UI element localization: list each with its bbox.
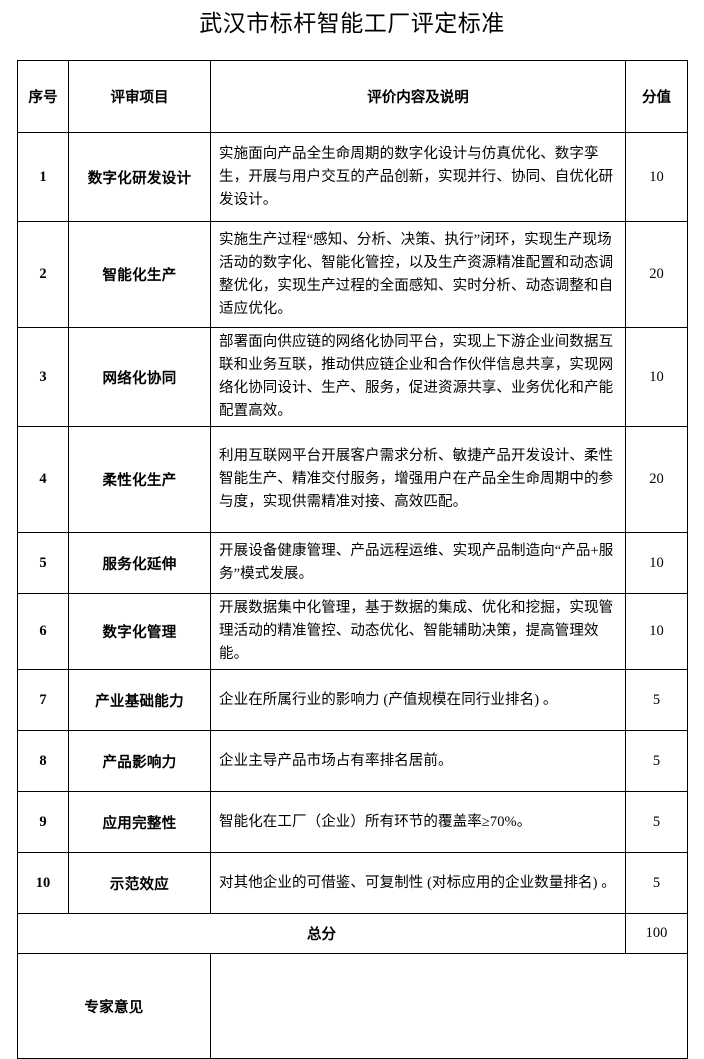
row-score: 5 bbox=[625, 791, 688, 853]
row-score: 20 bbox=[625, 426, 688, 533]
row-score: 10 bbox=[625, 132, 688, 222]
row-score: 5 bbox=[625, 730, 688, 792]
row-item: 产品影响力 bbox=[68, 730, 211, 792]
row-desc: 企业主导产品市场占有率排名居前。 bbox=[210, 730, 626, 792]
criteria-table-container: 序号 评审项目 评价内容及说明 分值 1 数字化研发设计 实施面向产品全生命周期… bbox=[17, 60, 688, 1059]
table-row: 1 数字化研发设计 实施面向产品全生命周期的数字化设计与仿真优化、数字孪生，开展… bbox=[17, 132, 688, 222]
table-row: 3 网络化协同 部署面向供应链的网络化协同平台，实现上下游企业间数据互联和业务互… bbox=[17, 327, 688, 427]
row-score: 10 bbox=[625, 327, 688, 427]
table-row: 6 数字化管理 开展数据集中化管理，基于数据的集成、优化和挖掘，实现管理活动的精… bbox=[17, 593, 688, 670]
row-item: 柔性化生产 bbox=[68, 426, 211, 533]
row-score: 20 bbox=[625, 221, 688, 328]
row-seq: 7 bbox=[17, 669, 69, 731]
column-header-item: 评审项目 bbox=[68, 60, 211, 133]
table-row: 2 智能化生产 实施生产过程“感知、分析、决策、执行”闭环，实现生产现场活动的数… bbox=[17, 221, 688, 328]
row-seq: 10 bbox=[17, 852, 69, 914]
row-desc: 智能化在工厂（企业）所有环节的覆盖率≥70%。 bbox=[210, 791, 626, 853]
row-desc: 对其他企业的可借鉴、可复制性 (对标应用的企业数量排名) 。 bbox=[210, 852, 626, 914]
row-desc: 企业在所属行业的影响力 (产值规模在同行业排名) 。 bbox=[210, 669, 626, 731]
row-score: 5 bbox=[625, 852, 688, 914]
table-row: 10 示范效应 对其他企业的可借鉴、可复制性 (对标应用的企业数量排名) 。 5 bbox=[17, 852, 688, 914]
table-row: 9 应用完整性 智能化在工厂（企业）所有环节的覆盖率≥70%。 5 bbox=[17, 791, 688, 853]
row-desc: 利用互联网平台开展客户需求分析、敏捷产品开发设计、柔性智能生产、精准交付服务，增… bbox=[210, 426, 626, 533]
total-score: 100 bbox=[625, 913, 688, 954]
page-title: 武汉市标杆智能工厂评定标准 bbox=[199, 11, 505, 36]
row-item: 数字化研发设计 bbox=[68, 132, 211, 222]
row-seq: 4 bbox=[17, 426, 69, 533]
total-label: 总分 bbox=[17, 913, 626, 954]
row-seq: 6 bbox=[17, 593, 69, 670]
criteria-table: 序号 评审项目 评价内容及说明 分值 1 数字化研发设计 实施面向产品全生命周期… bbox=[17, 60, 688, 1059]
row-item: 产业基础能力 bbox=[68, 669, 211, 731]
row-seq: 8 bbox=[17, 730, 69, 792]
row-desc: 开展数据集中化管理，基于数据的集成、优化和挖掘，实现管理活动的精准管控、动态优化… bbox=[210, 593, 626, 670]
row-item: 智能化生产 bbox=[68, 221, 211, 328]
table-row: 4 柔性化生产 利用互联网平台开展客户需求分析、敏捷产品开发设计、柔性智能生产、… bbox=[17, 426, 688, 533]
total-row: 总分 100 bbox=[17, 913, 688, 954]
table-header-row: 序号 评审项目 评价内容及说明 分值 bbox=[17, 60, 688, 133]
row-item: 示范效应 bbox=[68, 852, 211, 914]
row-seq: 2 bbox=[17, 221, 69, 328]
row-desc: 开展设备健康管理、产品远程运维、实现产品制造向“产品+服务”模式发展。 bbox=[210, 532, 626, 594]
row-item: 应用完整性 bbox=[68, 791, 211, 853]
row-item: 数字化管理 bbox=[68, 593, 211, 670]
row-desc: 部署面向供应链的网络化协同平台，实现上下游企业间数据互联和业务互联，推动供应链企… bbox=[210, 327, 626, 427]
table-row: 7 产业基础能力 企业在所属行业的影响力 (产值规模在同行业排名) 。 5 bbox=[17, 669, 688, 731]
row-seq: 1 bbox=[17, 132, 69, 222]
expert-opinion-field[interactable] bbox=[210, 953, 688, 1059]
row-desc: 实施生产过程“感知、分析、决策、执行”闭环，实现生产现场活动的数字化、智能化管控… bbox=[210, 221, 626, 328]
table-row: 5 服务化延伸 开展设备健康管理、产品远程运维、实现产品制造向“产品+服务”模式… bbox=[17, 532, 688, 594]
column-header-desc: 评价内容及说明 bbox=[210, 60, 626, 133]
row-score: 5 bbox=[625, 669, 688, 731]
row-seq: 9 bbox=[17, 791, 69, 853]
row-seq: 5 bbox=[17, 532, 69, 594]
row-seq: 3 bbox=[17, 327, 69, 427]
expert-opinion-row: 专家意见 bbox=[17, 953, 688, 1059]
expert-opinion-label: 专家意见 bbox=[17, 953, 211, 1059]
row-item: 网络化协同 bbox=[68, 327, 211, 427]
document-page: 武汉市标杆智能工厂评定标准 序号 评审项目 评价内容及说明 分值 1 数字化研发… bbox=[17, 11, 688, 1059]
row-score: 10 bbox=[625, 593, 688, 670]
column-header-seq: 序号 bbox=[17, 60, 69, 133]
row-desc: 实施面向产品全生命周期的数字化设计与仿真优化、数字孪生，开展与用户交互的产品创新… bbox=[210, 132, 626, 222]
column-header-score: 分值 bbox=[625, 60, 688, 133]
row-item: 服务化延伸 bbox=[68, 532, 211, 594]
row-score: 10 bbox=[625, 532, 688, 594]
table-row: 8 产品影响力 企业主导产品市场占有率排名居前。 5 bbox=[17, 730, 688, 792]
